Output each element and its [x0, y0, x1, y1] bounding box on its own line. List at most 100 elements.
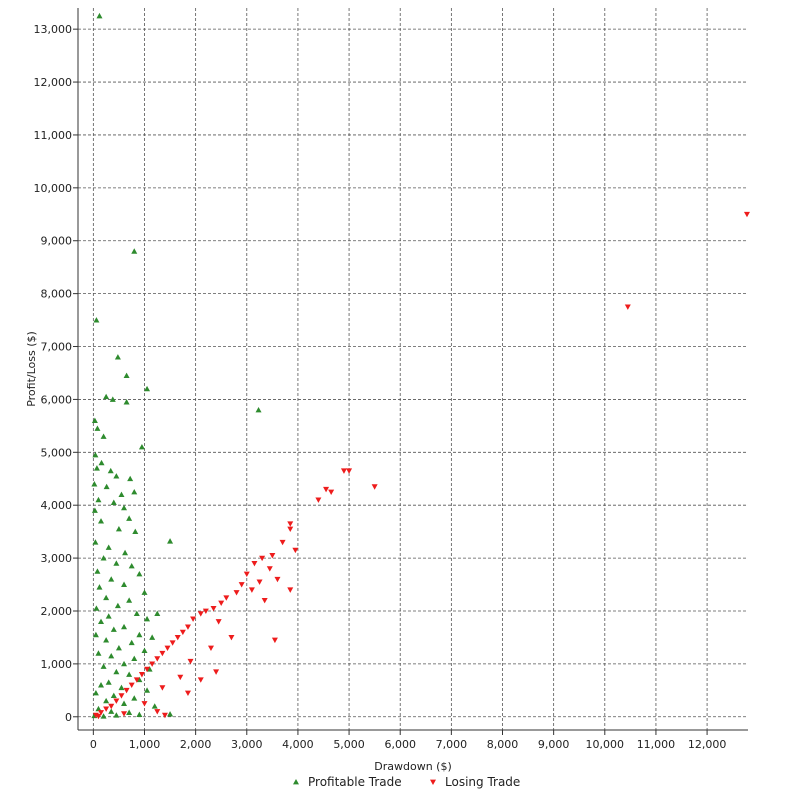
data-point [255, 406, 262, 413]
data-point [91, 507, 98, 513]
x-tick-label: 1,000 [129, 738, 161, 751]
data-point [98, 710, 105, 716]
data-point [238, 582, 245, 588]
data-point [123, 687, 130, 694]
data-point [121, 700, 128, 706]
legend-label: Losing Trade [445, 775, 520, 789]
data-point [261, 598, 268, 604]
data-point [187, 658, 194, 665]
data-point [131, 655, 138, 661]
x-tick-label: 8,000 [487, 738, 519, 751]
data-point [93, 317, 100, 323]
data-point [92, 539, 99, 545]
data-point [133, 677, 140, 683]
data-point [91, 481, 98, 487]
x-axis-label: Drawdown ($) [374, 760, 452, 773]
data-point [243, 571, 250, 577]
data-point [136, 570, 143, 577]
data-point [259, 555, 266, 562]
data-point [144, 385, 151, 392]
data-point [114, 354, 121, 360]
data-point [371, 484, 378, 490]
data-point [105, 679, 112, 685]
data-point [287, 587, 294, 593]
data-point [100, 663, 107, 669]
data-point [121, 660, 128, 667]
data-point [138, 444, 145, 450]
x-tick-label: 9,000 [538, 738, 570, 751]
data-point [98, 459, 105, 466]
data-point [126, 597, 133, 603]
data-point [197, 611, 204, 617]
data-point [159, 650, 166, 657]
data-point [108, 652, 115, 659]
data-point [197, 677, 204, 683]
data-point [271, 637, 278, 644]
data-point [149, 634, 156, 640]
legend: Profitable Trade Losing Trade [293, 775, 520, 789]
data-point [315, 497, 322, 503]
data-point [118, 491, 125, 498]
y-tick-label: 12,000 [34, 76, 73, 89]
data-point [151, 703, 158, 709]
data-point [177, 674, 184, 681]
data-point [141, 589, 148, 595]
y-axis-label: Profit/Loss ($) [25, 331, 38, 407]
data-point [98, 682, 105, 688]
data-point [103, 594, 110, 601]
y-tick-label: 11,000 [34, 129, 73, 142]
data-point [96, 584, 103, 590]
data-point [123, 399, 130, 405]
data-point [128, 563, 135, 569]
data-point [207, 645, 214, 652]
data-point [96, 12, 103, 19]
data-point [138, 672, 145, 678]
data-point [92, 689, 99, 696]
x-tick-label: 4,000 [282, 738, 314, 751]
data-point [123, 372, 130, 379]
data-point [248, 587, 255, 593]
y-tick-label: 9,000 [41, 235, 73, 248]
y-tick-label: 6,000 [41, 393, 73, 406]
data-point [159, 685, 166, 691]
y-tick-label: 5,000 [41, 446, 73, 459]
data-point [127, 475, 134, 482]
data-point [115, 526, 122, 532]
y-tick-label: 8,000 [41, 288, 73, 301]
legend-marker [430, 779, 436, 785]
data-point [215, 619, 222, 625]
data-point [184, 624, 191, 630]
data-point [113, 712, 120, 718]
y-tick-label: 0 [65, 711, 72, 724]
legend-marker [293, 779, 299, 785]
data-point [269, 553, 276, 559]
data-point [100, 713, 107, 719]
data-point [133, 610, 140, 617]
data-point [251, 560, 258, 567]
data-point [164, 645, 171, 652]
data-point [103, 697, 110, 704]
data-point [743, 211, 750, 218]
data-point [126, 671, 133, 677]
x-tick-label: 2,000 [180, 738, 212, 751]
data-point [210, 605, 217, 612]
y-tick-label: 2,000 [41, 605, 73, 618]
data-point [346, 468, 353, 474]
data-point [279, 539, 286, 546]
data-point [149, 661, 156, 667]
data-point [93, 465, 100, 471]
data-point [218, 600, 225, 607]
data-point [141, 647, 148, 654]
x-tick-label: 5,000 [333, 738, 365, 751]
data-point [144, 666, 151, 673]
data-point [287, 526, 294, 533]
data-point [113, 668, 120, 675]
data-point [128, 682, 135, 689]
data-point [126, 515, 133, 521]
data-point [105, 544, 112, 550]
x-tick-label: 0 [90, 738, 97, 751]
data-point [266, 566, 273, 572]
data-point [128, 639, 135, 646]
data-point [113, 560, 120, 566]
data-point [93, 605, 100, 611]
